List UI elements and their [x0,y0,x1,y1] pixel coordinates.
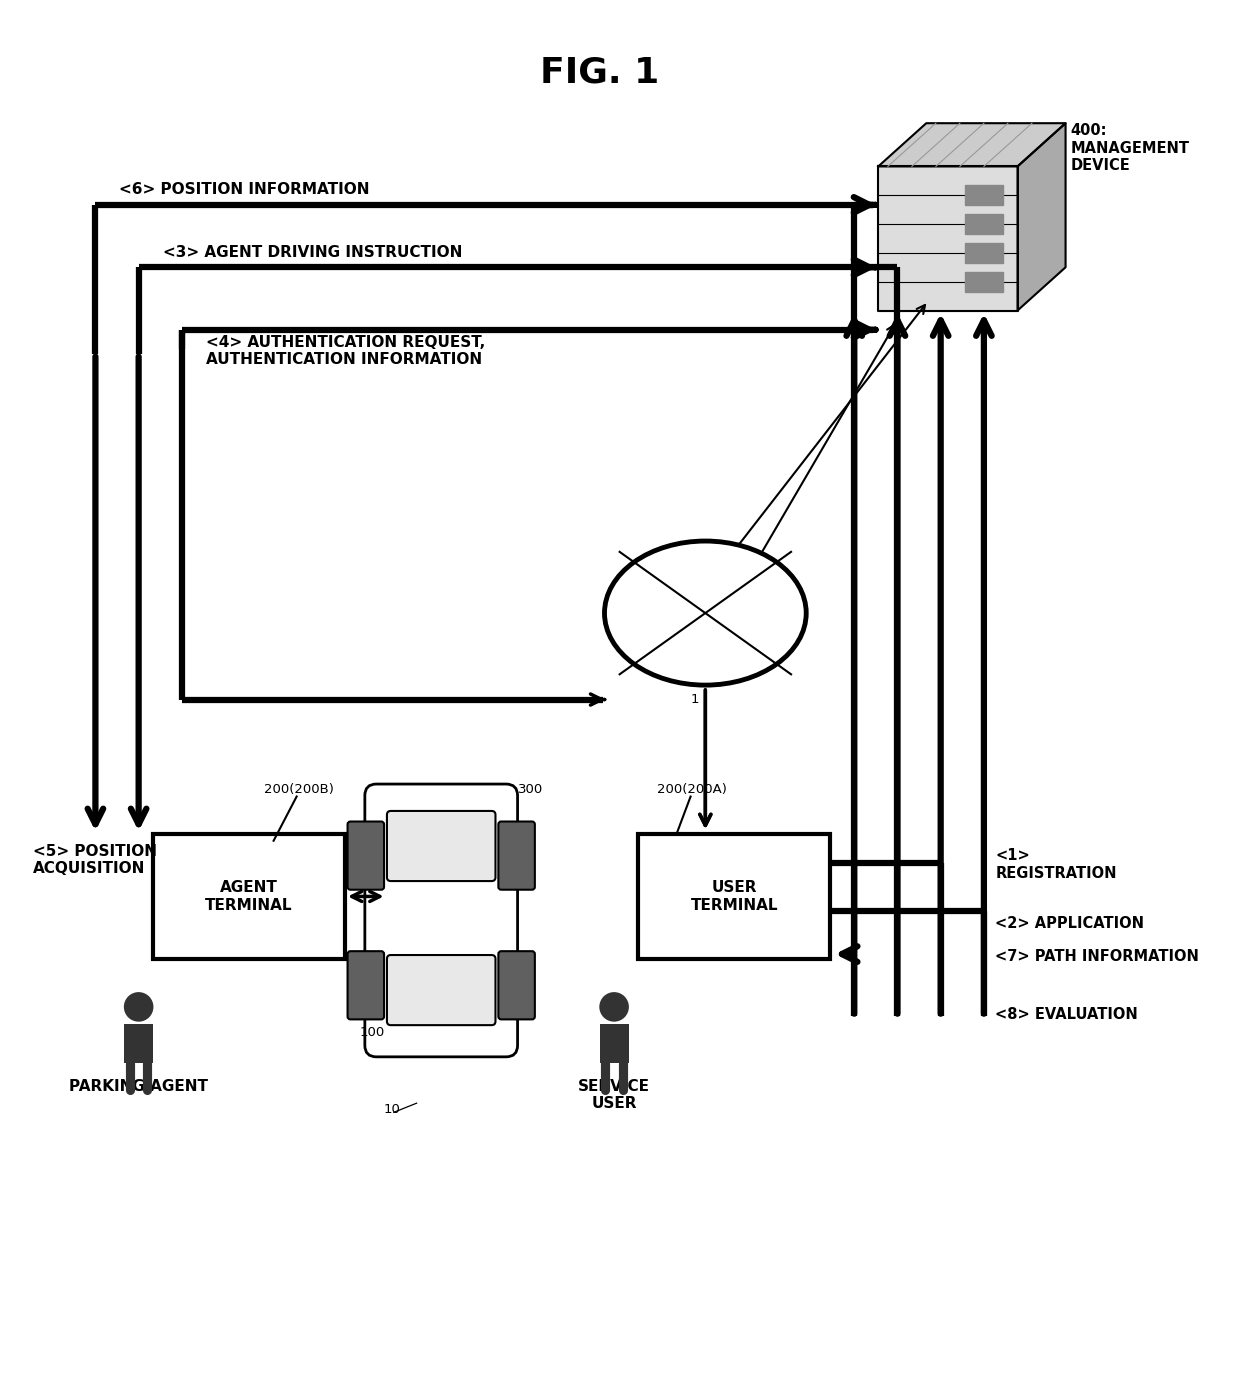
Text: PARKING AGENT: PARKING AGENT [69,1079,208,1094]
FancyBboxPatch shape [124,1024,154,1064]
Polygon shape [965,186,1003,205]
Text: 200(200B): 200(200B) [264,783,334,795]
Polygon shape [965,215,1003,234]
Text: <6> POSITION INFORMATION: <6> POSITION INFORMATION [119,182,370,197]
FancyBboxPatch shape [365,784,517,1057]
Text: SERVICE
USER: SERVICE USER [578,1079,650,1112]
Polygon shape [965,271,1003,292]
Text: <8> EVALUATION: <8> EVALUATION [996,1007,1138,1022]
Text: 300: 300 [518,783,543,795]
Polygon shape [878,124,1065,166]
Text: <2> APPLICATION: <2> APPLICATION [996,915,1145,930]
Polygon shape [1018,124,1065,311]
FancyBboxPatch shape [387,810,496,881]
Text: <1>
REGISTRATION: <1> REGISTRATION [996,849,1117,881]
FancyBboxPatch shape [347,821,384,890]
Text: 100: 100 [360,1026,384,1039]
FancyBboxPatch shape [347,951,384,1020]
FancyBboxPatch shape [387,955,496,1025]
Text: FIG. 1: FIG. 1 [541,56,660,89]
Text: 400:
MANAGEMENT
DEVICE: 400: MANAGEMENT DEVICE [1070,124,1189,173]
Text: <4> AUTHENTICATION REQUEST,
AUTHENTICATION INFORMATION: <4> AUTHENTICATION REQUEST, AUTHENTICATI… [206,334,485,367]
FancyBboxPatch shape [498,821,534,890]
FancyBboxPatch shape [639,834,831,959]
Text: AGENT
TERMINAL: AGENT TERMINAL [206,881,293,912]
Polygon shape [878,166,1018,311]
FancyBboxPatch shape [600,1024,629,1064]
FancyBboxPatch shape [388,866,436,918]
FancyBboxPatch shape [153,834,345,959]
Circle shape [599,992,629,1022]
Text: <5> POSITION
ACQUISITION: <5> POSITION ACQUISITION [33,843,157,877]
Ellipse shape [604,541,806,685]
FancyBboxPatch shape [498,951,534,1020]
Text: USER
TERMINAL: USER TERMINAL [691,881,777,912]
FancyBboxPatch shape [446,866,494,918]
Text: 200(200A): 200(200A) [657,783,727,795]
Text: <7> PATH INFORMATION: <7> PATH INFORMATION [996,949,1199,965]
Text: 10: 10 [383,1104,401,1116]
Polygon shape [965,242,1003,263]
Text: <3> AGENT DRIVING INSTRUCTION: <3> AGENT DRIVING INSTRUCTION [162,245,463,260]
Circle shape [124,992,154,1022]
Text: 1: 1 [691,692,699,706]
